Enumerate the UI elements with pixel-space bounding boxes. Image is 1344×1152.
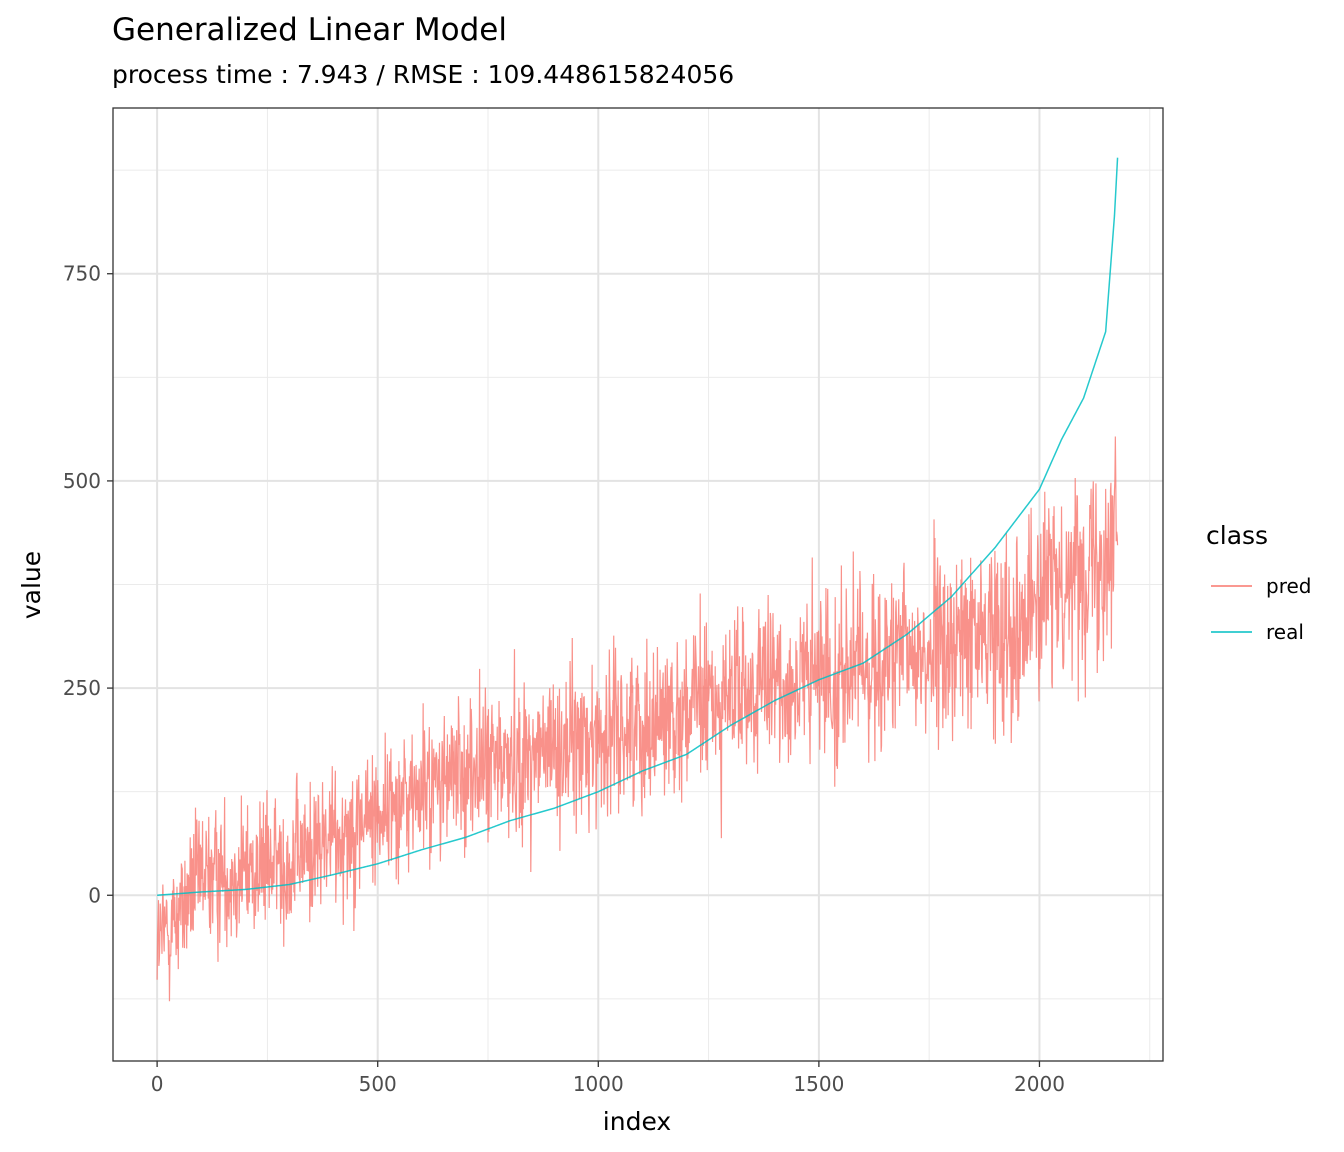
y-tick-label: 0 (88, 883, 101, 907)
x-tick-label: 500 (359, 1072, 397, 1096)
legend-label-pred: pred (1266, 574, 1311, 598)
series-layer (156, 157, 1119, 1002)
x-tick-label: 1000 (573, 1072, 624, 1096)
y-axis: 0 250 500 750 (63, 262, 113, 907)
x-axis: 0 500 1000 1500 2000 (151, 1061, 1065, 1096)
chart-subtitle: process time : 7.943 / RMSE : 109.448615… (112, 60, 735, 89)
x-tick-label: 2000 (1014, 1072, 1065, 1096)
x-tick-label: 0 (151, 1072, 164, 1096)
y-tick-label: 750 (63, 262, 101, 286)
grid-major (113, 108, 1163, 1061)
x-axis-title: index (603, 1107, 671, 1136)
legend-label-real: real (1266, 620, 1304, 644)
x-tick-label: 1500 (793, 1072, 844, 1096)
y-tick-label: 500 (63, 469, 101, 493)
panel-border (112, 107, 1164, 1062)
legend-title: class (1206, 521, 1268, 550)
series-line-pred (156, 436, 1119, 1002)
series-line-real (157, 157, 1119, 897)
chart-title: Generalized Linear Model (112, 12, 507, 48)
legend: class pred real (1206, 521, 1311, 644)
grid-minor (113, 108, 1163, 1061)
y-axis-title: value (17, 551, 46, 619)
y-tick-label: 250 (63, 676, 101, 700)
panel-frame (112, 107, 1164, 1062)
